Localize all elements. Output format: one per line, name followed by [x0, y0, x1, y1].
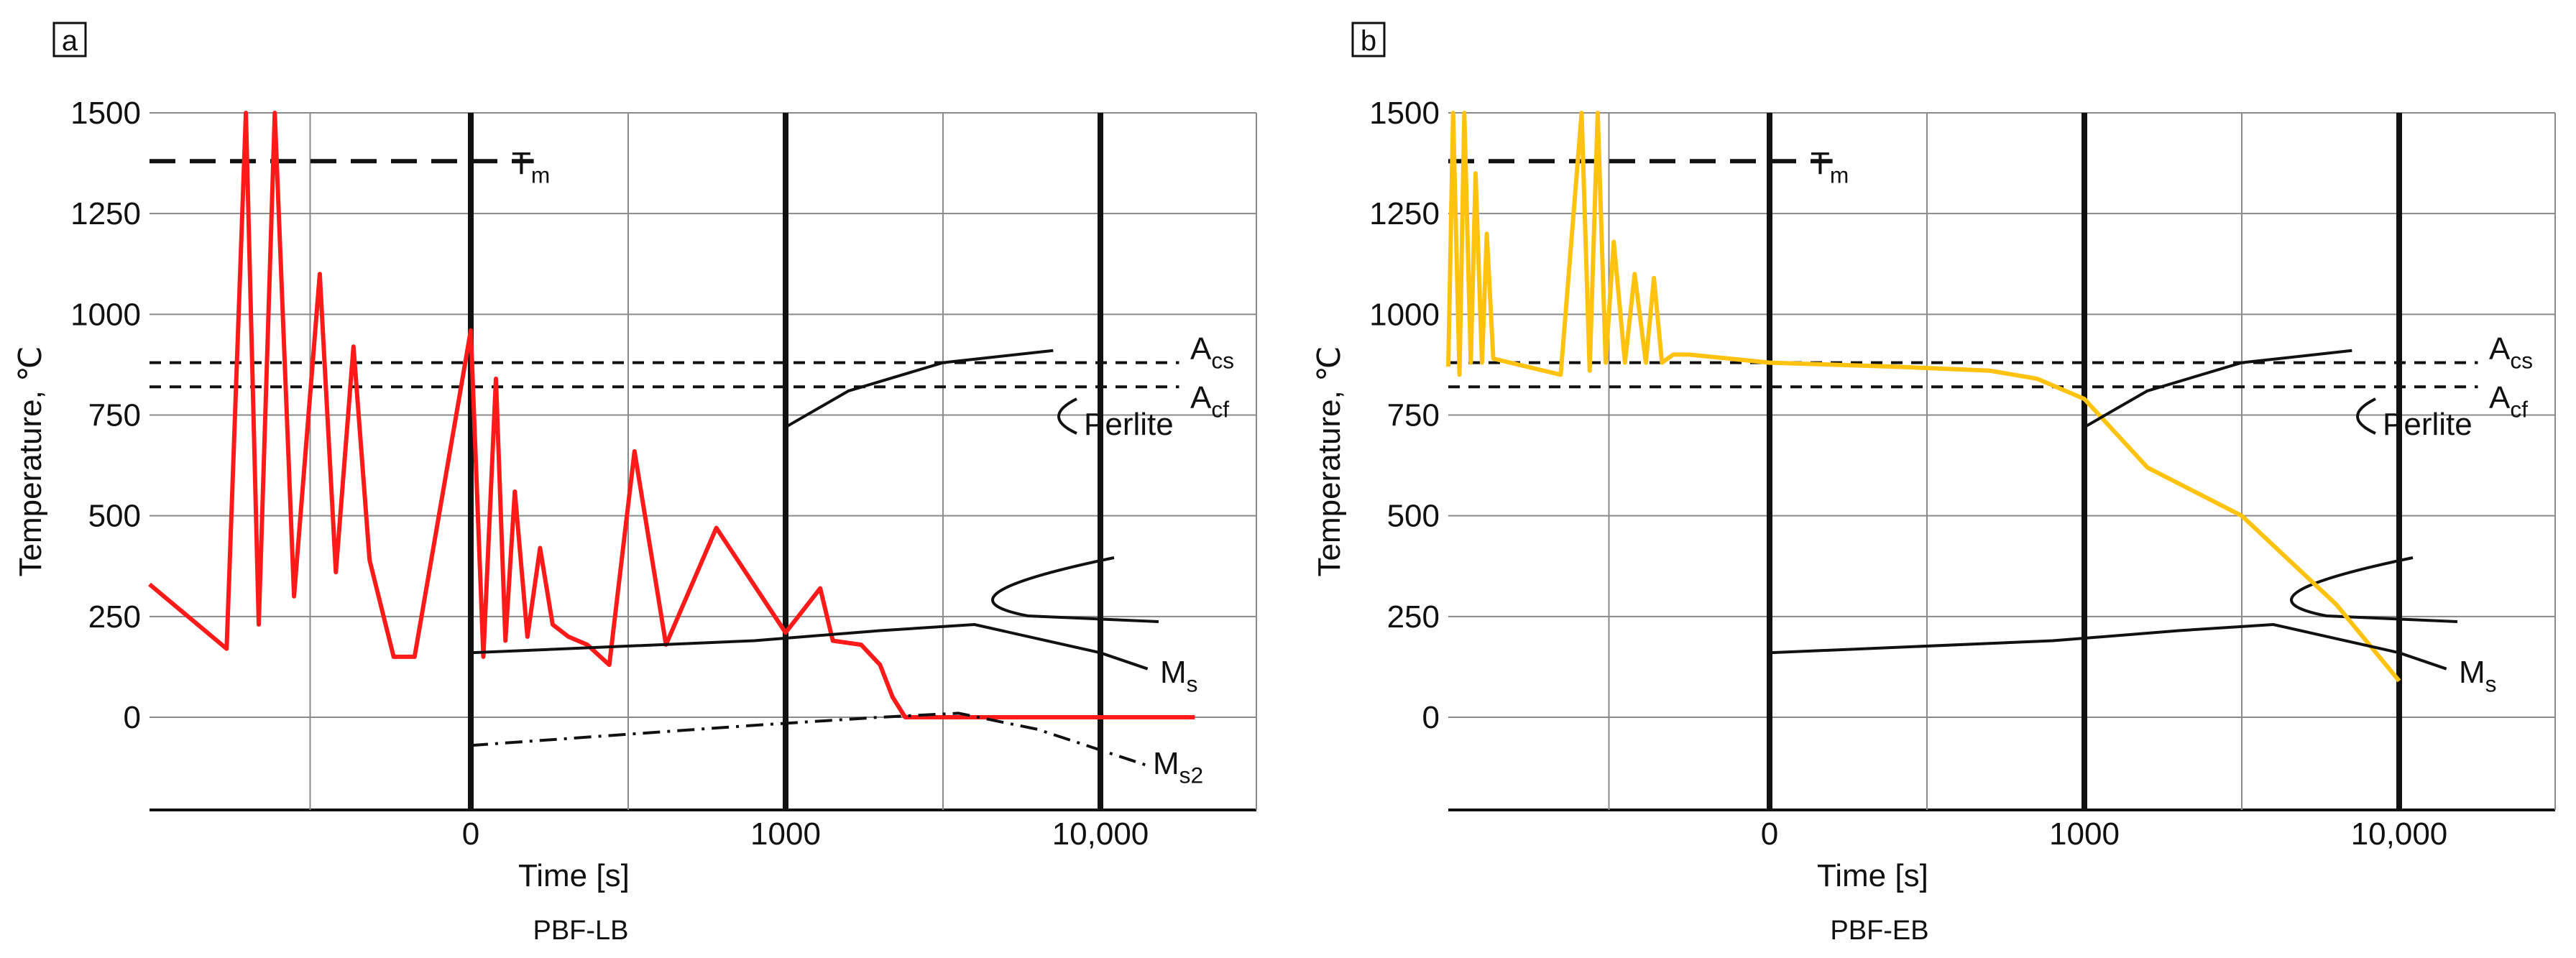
y-tick-label: 500 — [1387, 499, 1440, 534]
ms-label-main: M — [1160, 655, 1187, 690]
y-tick-label: 1250 — [1369, 196, 1440, 231]
x-tick-label: 0 — [462, 816, 479, 852]
ms2-label-sub: s2 — [1179, 762, 1203, 788]
y-tick-label: 750 — [88, 398, 141, 433]
ms-label-main: M — [2459, 655, 2485, 690]
series-ms2 — [470, 711, 1149, 768]
acf-label-sub: cf — [1211, 396, 1229, 422]
grid — [150, 112, 1257, 811]
panel-caption: PBF-LB — [533, 916, 628, 946]
acs-label-sub: cs — [2510, 347, 2533, 373]
x-tick-label: 10,000 — [1052, 816, 1149, 852]
acs-label: Acs — [2489, 331, 2533, 373]
tm-label-sub: m — [531, 162, 550, 188]
pearlite-label: Perlite — [2383, 407, 2472, 442]
y-axis-title: Temperature, ℃ — [13, 346, 48, 577]
y-tick-label: 750 — [1387, 398, 1440, 433]
pearlite-nose — [2356, 397, 2376, 435]
grid — [1448, 112, 2556, 811]
tm-label-sub: m — [1830, 162, 1849, 188]
curves — [148, 111, 1195, 768]
y-tick-label: 1250 — [70, 196, 141, 231]
x-tick-label: 0 — [1761, 816, 1778, 852]
y-tick-label: 1000 — [70, 297, 141, 332]
pearlite-label: Perlite — [1084, 407, 1174, 442]
y-tick-label: 1000 — [1369, 297, 1440, 332]
tm-label: Tm — [512, 146, 550, 188]
panel-label: a — [62, 25, 78, 57]
series-ms — [470, 623, 1149, 671]
acf-label: Acf — [1190, 380, 1229, 422]
acs-label-main: A — [1190, 331, 1212, 367]
acf-label-sub: cf — [2510, 396, 2528, 422]
panel-b: 1500 1250 1000 750 500 250 0 0 1000 10,000 Time [s… — [1312, 22, 2556, 946]
pearlite-nose — [1057, 397, 1077, 435]
text-layer: 1500 1250 1000 750 500 250 0 0 1000 10,000 Time [s… — [13, 22, 1234, 946]
y-tick-label: 1500 — [1369, 96, 1440, 131]
panel-label: b — [1361, 25, 1376, 57]
series-thermal-history-pbf-eb — [1446, 111, 2401, 683]
panel-label-box — [1351, 22, 1386, 57]
bainite-nose — [2290, 556, 2458, 623]
panel-label-box — [52, 22, 87, 57]
panel-caption: PBF-EB — [1830, 916, 1928, 946]
y-tick-label: 500 — [88, 499, 141, 534]
text-layer: 1500 1250 1000 750 500 250 0 0 1000 10,000 Time [s… — [1312, 22, 2533, 946]
x-tick-label: 1000 — [2049, 816, 2120, 852]
acf-label-main: A — [1190, 380, 1212, 415]
ms2-label: Ms2 — [1153, 746, 1203, 788]
series-pearlite-start — [2084, 349, 2352, 429]
ms-label: Ms — [1160, 655, 1198, 696]
series-pearlite-start — [785, 349, 1054, 429]
y-tick-label: 0 — [124, 700, 141, 735]
ms-label: Ms — [2459, 655, 2497, 696]
ms-label-sub: s — [2485, 671, 2497, 696]
tm-label: Tm — [1811, 146, 1849, 188]
x-tick-label: 10,000 — [2351, 816, 2448, 852]
acf-label-main: A — [2489, 380, 2511, 415]
tm-label-main: T — [1811, 146, 1830, 181]
acs-label-main: A — [2489, 331, 2511, 367]
curves — [1446, 111, 2447, 683]
series-thermal-history-pbf-lb — [148, 111, 1195, 719]
x-tick-label: 1000 — [750, 816, 821, 852]
y-tick-label: 250 — [88, 599, 141, 635]
bainite-nose — [991, 556, 1159, 623]
acf-label: Acf — [2489, 380, 2528, 422]
x-axis-title: Time [s] — [1817, 858, 1928, 893]
reference-lines — [150, 159, 1179, 623]
reference-lines — [1448, 159, 2478, 623]
ms-label-sub: s — [1187, 671, 1198, 696]
y-axis-title: Temperature, ℃ — [1312, 346, 1347, 577]
tm-label-main: T — [512, 146, 531, 181]
y-tick-label: 250 — [1387, 599, 1440, 635]
y-tick-label: 1500 — [70, 96, 141, 131]
acs-label: Acs — [1190, 331, 1234, 373]
acs-label-sub: cs — [1211, 347, 1234, 373]
panel-a: 1500 1250 1000 750 500 250 0 0 1000 10,000 Time [s… — [13, 22, 1257, 946]
x-axis-title: Time [s] — [518, 858, 630, 893]
ms2-label-main: M — [1153, 746, 1179, 781]
series-ms — [1769, 623, 2447, 671]
y-tick-label: 0 — [1422, 700, 1440, 735]
